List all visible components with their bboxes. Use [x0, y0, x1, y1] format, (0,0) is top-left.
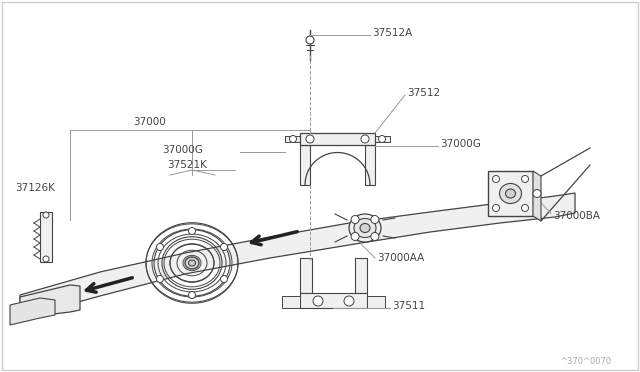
Polygon shape: [488, 171, 533, 216]
Circle shape: [522, 176, 529, 183]
Text: 37512: 37512: [407, 88, 440, 98]
Text: 37000AA: 37000AA: [377, 253, 424, 263]
Circle shape: [289, 135, 296, 142]
Polygon shape: [300, 293, 367, 308]
Circle shape: [378, 135, 385, 142]
Text: 37000BA: 37000BA: [553, 211, 600, 221]
Circle shape: [371, 232, 379, 240]
Ellipse shape: [499, 183, 522, 203]
Circle shape: [306, 135, 314, 143]
Text: ^370^0070: ^370^0070: [560, 357, 611, 366]
Polygon shape: [20, 193, 575, 318]
Circle shape: [533, 189, 541, 198]
Polygon shape: [533, 171, 541, 221]
Polygon shape: [10, 298, 55, 325]
Text: 37511: 37511: [392, 301, 425, 311]
Ellipse shape: [185, 257, 199, 269]
Circle shape: [344, 296, 354, 306]
Ellipse shape: [360, 224, 370, 232]
Polygon shape: [300, 258, 312, 293]
Ellipse shape: [189, 260, 195, 266]
Circle shape: [221, 276, 228, 282]
Polygon shape: [365, 145, 375, 185]
Bar: [300, 133, 375, 145]
Circle shape: [221, 244, 228, 250]
Polygon shape: [20, 285, 80, 318]
Circle shape: [156, 244, 163, 250]
Circle shape: [156, 276, 163, 282]
Ellipse shape: [349, 214, 381, 242]
Circle shape: [493, 205, 499, 212]
Polygon shape: [285, 136, 300, 142]
Polygon shape: [300, 145, 310, 185]
Ellipse shape: [506, 189, 515, 198]
Text: 37126K: 37126K: [15, 183, 55, 193]
Circle shape: [43, 212, 49, 218]
Text: 37000G: 37000G: [162, 145, 203, 155]
Text: 37512A: 37512A: [372, 28, 412, 38]
Circle shape: [189, 292, 195, 298]
Text: 37000: 37000: [134, 117, 166, 127]
Polygon shape: [375, 136, 390, 142]
Circle shape: [43, 256, 49, 262]
Circle shape: [371, 215, 379, 224]
Circle shape: [313, 296, 323, 306]
Text: 37000G: 37000G: [440, 139, 481, 149]
Circle shape: [351, 215, 359, 224]
Circle shape: [493, 176, 499, 183]
Polygon shape: [282, 296, 300, 308]
Polygon shape: [367, 296, 385, 308]
Circle shape: [522, 205, 529, 212]
Polygon shape: [355, 258, 367, 293]
Circle shape: [361, 135, 369, 143]
Circle shape: [351, 232, 359, 240]
Circle shape: [189, 228, 195, 234]
Text: 37521K: 37521K: [167, 160, 207, 170]
Polygon shape: [40, 212, 52, 262]
Ellipse shape: [354, 218, 376, 237]
Circle shape: [306, 36, 314, 44]
